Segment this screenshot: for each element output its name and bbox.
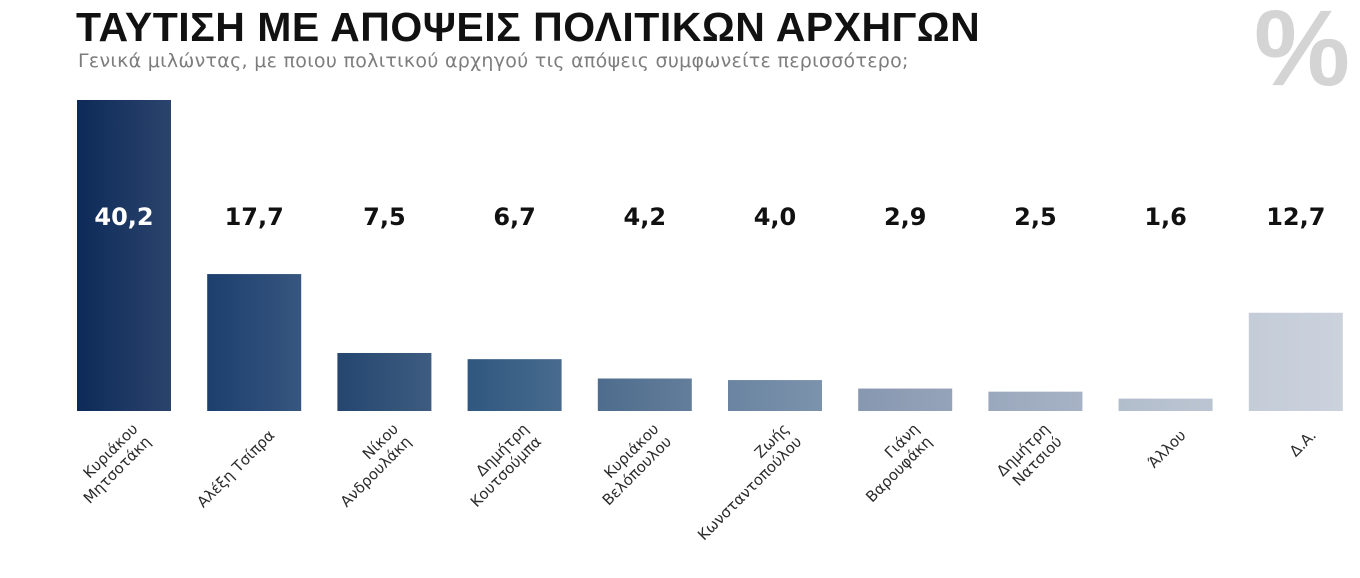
- category-label-8: Άλλου: [1144, 426, 1189, 471]
- bar-1: [207, 274, 302, 411]
- data-label-6: 2,9: [884, 203, 927, 231]
- data-label-4: 4,2: [624, 203, 667, 231]
- chart-subtitle: Γενικά μιλώντας, με ποιου πολιτικού αρχη…: [78, 50, 909, 72]
- data-label-0: 40,2: [94, 203, 153, 231]
- bar-3: [467, 359, 562, 411]
- data-label-5: 4,0: [754, 203, 797, 231]
- data-label-8: 1,6: [1144, 203, 1187, 231]
- data-label-7: 2,5: [1014, 203, 1057, 231]
- chart-title: ΤΑΥΤΙΣΗ ΜΕ ΑΠΟΨΕΙΣ ΠΟΛΙΤΙΚΩΝ ΑΡΧΗΓΩΝ: [76, 4, 981, 50]
- category-label-9-line-0: Δ.Α.: [1286, 426, 1320, 460]
- bar-4: [597, 378, 692, 411]
- category-label-8-line-0: Άλλου: [1144, 426, 1189, 471]
- category-label-1: Αλέξη Τσίπρα: [193, 426, 278, 511]
- category-label-1-line-0: Αλέξη Τσίπρα: [193, 426, 278, 511]
- bar-7: [988, 391, 1083, 411]
- data-label-1: 17,7: [225, 203, 284, 231]
- data-label-9: 12,7: [1266, 203, 1325, 231]
- bar-6: [858, 388, 953, 411]
- data-label-3: 6,7: [493, 203, 536, 231]
- data-label-2: 7,5: [363, 203, 406, 231]
- bar-8: [1118, 398, 1213, 411]
- bar-0: [77, 100, 171, 411]
- percent-logo-icon: %: [1254, 0, 1351, 108]
- category-label-9: Δ.Α.: [1286, 426, 1320, 460]
- bar-2: [337, 352, 432, 411]
- bar-5: [728, 380, 822, 411]
- bar-9: [1248, 312, 1343, 411]
- category-label-5-line-1: Κωνσταντοπούλου: [694, 433, 805, 544]
